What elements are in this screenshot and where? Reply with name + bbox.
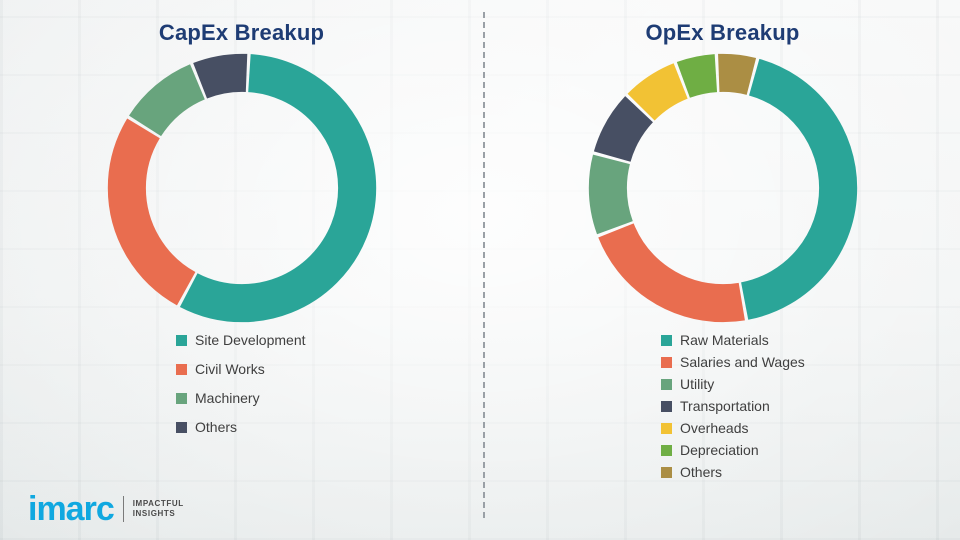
legend-swatch (661, 445, 672, 456)
capex-chart-title: CapEx Breakup (158, 20, 325, 45)
legend-swatch (661, 401, 672, 412)
donut-segment-site-development (107, 53, 376, 323)
logo-tagline-line2: INSIGHTS (132, 509, 176, 518)
legend-swatch (661, 467, 672, 478)
legend-item: Others (661, 464, 960, 481)
logo-tagline: IMPACTFUL INSIGHTS (133, 499, 184, 519)
opex-chart-title: OpEx Breakup (645, 20, 800, 45)
legend-label: Salaries and Wages (680, 354, 805, 370)
legend-label: Others (195, 419, 238, 435)
legend-label: Site Development (195, 332, 306, 348)
legend-swatch (661, 335, 672, 346)
opex-panel: OpEx Breakup Raw Materials Salaries and W… (485, 0, 960, 540)
legend-item: Utility (661, 376, 960, 393)
capex-donut-chart (107, 53, 376, 323)
legend-label: Utility (680, 376, 715, 392)
legend-label: Raw Materials (680, 332, 769, 348)
logo-divider (122, 496, 124, 522)
donut-segment-civil-works (107, 53, 376, 323)
legend-label: Overheads (680, 420, 749, 436)
imarc-logo-text: imarc (28, 490, 115, 528)
legend-swatch (176, 422, 187, 433)
donut-segment-raw-materials (588, 53, 857, 323)
imarc-logo: imarc IMPACTFUL INSIGHTS (28, 490, 184, 528)
legend-item: Others (176, 419, 483, 436)
legend-item: Transportation (661, 398, 960, 415)
donut-segment-others (107, 53, 376, 323)
legend-label: Machinery (195, 390, 260, 406)
legend-swatch (176, 364, 187, 375)
opex-donut-wrap (485, 52, 960, 324)
legend-swatch (661, 357, 672, 368)
opex-legend: Raw Materials Salaries and Wages Utility Tr… (661, 332, 960, 481)
legend-label: Depreciation (680, 442, 759, 458)
dashed-divider (483, 12, 485, 518)
donut-segment-others (588, 53, 857, 323)
legend-label: Civil Works (195, 361, 265, 377)
capex-donut-wrap (0, 52, 483, 324)
legend-item: Machinery (176, 390, 483, 407)
opex-donut-chart (588, 53, 857, 323)
capex-panel: CapEx Breakup Site Development Civil Work… (0, 20, 483, 436)
legend-item: Overheads (661, 420, 960, 437)
capex-legend: Site Development Civil Works Machinery Othe… (176, 332, 483, 436)
legend-swatch (176, 335, 187, 346)
legend-item: Salaries and Wages (661, 354, 960, 371)
donut-segment-utility (588, 53, 857, 323)
legend-item: Raw Materials (661, 332, 960, 349)
legend-label: Transportation (680, 398, 770, 414)
legend-swatch (661, 423, 672, 434)
legend-item: Civil Works (176, 361, 483, 378)
legend-swatch (176, 393, 187, 404)
legend-item: Depreciation (661, 442, 960, 459)
logo-tagline-line1: IMPACTFUL (132, 499, 184, 508)
legend-item: Site Development (176, 332, 483, 349)
legend-label: Others (680, 464, 723, 480)
donut-segment-salaries-and-wages (588, 53, 857, 323)
legend-swatch (661, 379, 672, 390)
